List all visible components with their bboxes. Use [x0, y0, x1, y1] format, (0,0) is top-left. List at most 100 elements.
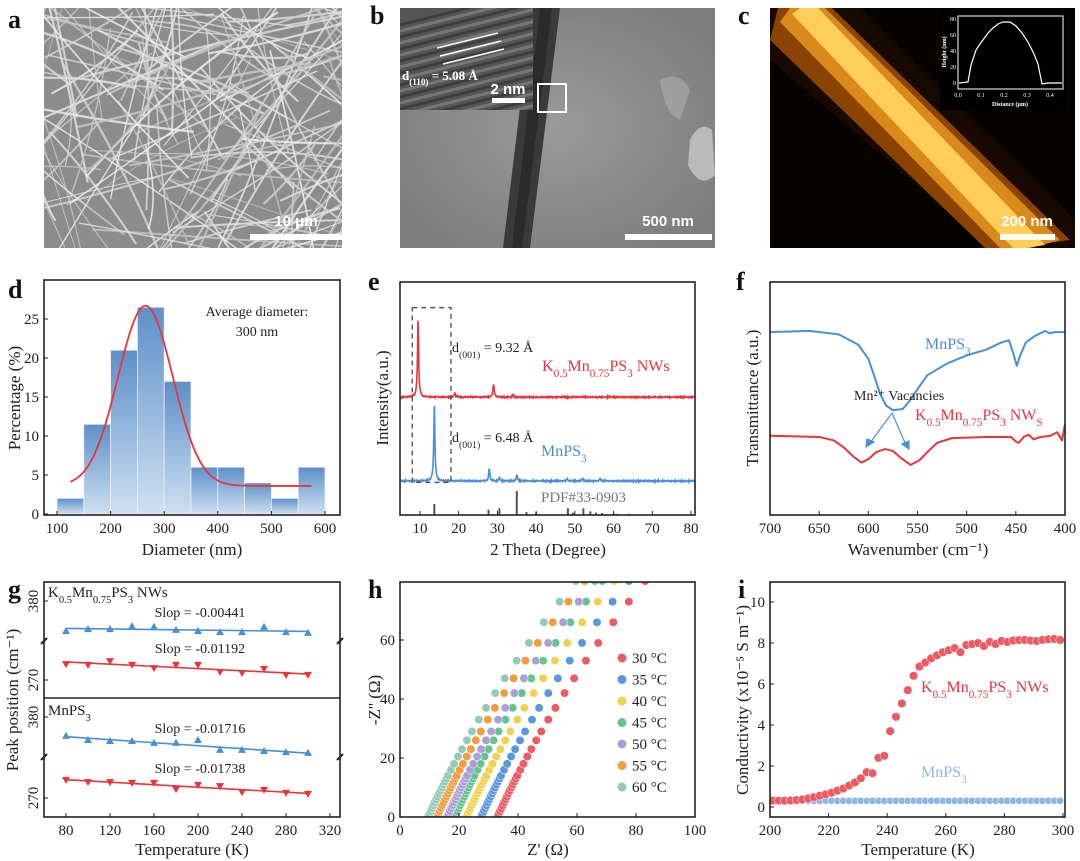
legend-label: 35 °C [632, 673, 667, 689]
fiber [168, 178, 306, 248]
impedance-point [608, 597, 618, 607]
series-label-mnps3: MnPS3 [925, 336, 971, 358]
data-point [62, 661, 70, 669]
conductivity-point [897, 698, 907, 709]
axis-break-mark [40, 753, 48, 761]
impedance-point [590, 582, 600, 586]
impedance-point [526, 744, 536, 754]
fiber [178, 8, 193, 157]
data-point [62, 776, 70, 784]
lattice-fringe [400, 38, 533, 75]
subscript: 3 [1006, 689, 1012, 701]
x-tick-label: 240 [231, 823, 254, 839]
inset-ytick: 80 [950, 17, 956, 23]
impedance-point [474, 715, 484, 725]
y-tick-label: 10 [750, 595, 765, 611]
series-label-mnps3: MnPS3 [541, 443, 587, 465]
data-point [172, 625, 180, 633]
chart-ftir: 700 650 600 550 500 450 400 Wavenumber (cm⁻¹) … [743, 281, 1076, 559]
impedance-point [495, 744, 505, 754]
data-point [194, 782, 202, 790]
x-tick-label: 220 [817, 823, 840, 839]
data-point [172, 738, 180, 746]
lattice-fringe [400, 74, 533, 110]
x-tick-label: 550 [906, 521, 929, 537]
lattice-fringe [437, 86, 533, 110]
impedance-point [543, 638, 553, 648]
lattice-spacing-label: d(110) = 5.08 Å [402, 68, 478, 87]
impedance-point [505, 727, 515, 736]
formula-part: PS [988, 679, 1006, 696]
data-point [216, 628, 224, 636]
fiber [49, 131, 137, 245]
formula-part: MnPS [541, 443, 581, 460]
fiber [135, 54, 342, 135]
fiber [158, 70, 286, 193]
y-tick-label: 10 [24, 429, 39, 445]
panel-label-c: c [738, 1, 750, 30]
legend-label: 45 °C [632, 716, 667, 732]
data-point [194, 626, 202, 634]
data-point [128, 779, 136, 787]
impedance-point [597, 582, 607, 586]
fiber [173, 219, 342, 229]
data-point [150, 622, 158, 630]
x-tick-label: 500 [955, 521, 978, 537]
subscript: 0.75 [590, 368, 610, 380]
subscript: 0.75 [93, 595, 111, 606]
data-point [84, 779, 92, 787]
fiber [81, 15, 342, 79]
impedance-point [565, 656, 575, 666]
x-tick-label: 100 [684, 823, 707, 839]
fiber [86, 117, 238, 201]
lattice-fringe [461, 92, 533, 110]
data-point [216, 668, 224, 676]
subscript: (001) [459, 350, 480, 361]
fiber [228, 10, 342, 23]
impedance-point [574, 597, 584, 607]
fiber [76, 45, 342, 129]
data-point [260, 747, 268, 755]
y-tick-label: 270 [26, 787, 42, 810]
lattice-fringe [400, 50, 533, 87]
fiber [271, 147, 342, 248]
x-tick-label: 260 [935, 823, 958, 839]
subscript: S [1036, 417, 1042, 429]
impedance-point [512, 715, 522, 725]
fiber [209, 8, 339, 202]
fiber [168, 177, 342, 238]
formula-part: d [452, 341, 459, 356]
fiber [316, 8, 342, 68]
fiber [220, 12, 299, 103]
axis-break-mark [336, 753, 344, 761]
data-point [238, 789, 246, 797]
y-tick-label: 0 [32, 507, 40, 523]
data-point [282, 748, 290, 756]
subscript: 3 [581, 453, 587, 465]
x-tick-label: 200 [759, 823, 782, 839]
conductivity-point [879, 751, 889, 761]
fiber [265, 165, 342, 171]
fiber [44, 11, 134, 143]
fiber [163, 8, 273, 146]
inset-scale-bar [492, 98, 525, 103]
impedance-point [531, 656, 541, 666]
x-axis-label: Temperature (K) [135, 840, 249, 859]
impedance-point [543, 688, 553, 698]
impedance-point [500, 673, 510, 683]
fiber [328, 56, 342, 97]
x-tick-label: 400 [207, 521, 230, 537]
conductivity-point [868, 768, 878, 778]
impedance-point [563, 597, 573, 607]
fiber [177, 16, 342, 53]
fiber [88, 8, 103, 121]
data-point [172, 661, 180, 669]
fiber [258, 134, 342, 248]
y-axis-label: Transmittance (a.u.) [743, 330, 762, 467]
data-point [150, 738, 158, 746]
conductivity-point [1055, 635, 1065, 645]
subscript: 3 [961, 774, 967, 786]
impedance-point [608, 617, 618, 627]
fiber [323, 8, 342, 29]
inset-xtick: 0.3 [1023, 93, 1031, 99]
